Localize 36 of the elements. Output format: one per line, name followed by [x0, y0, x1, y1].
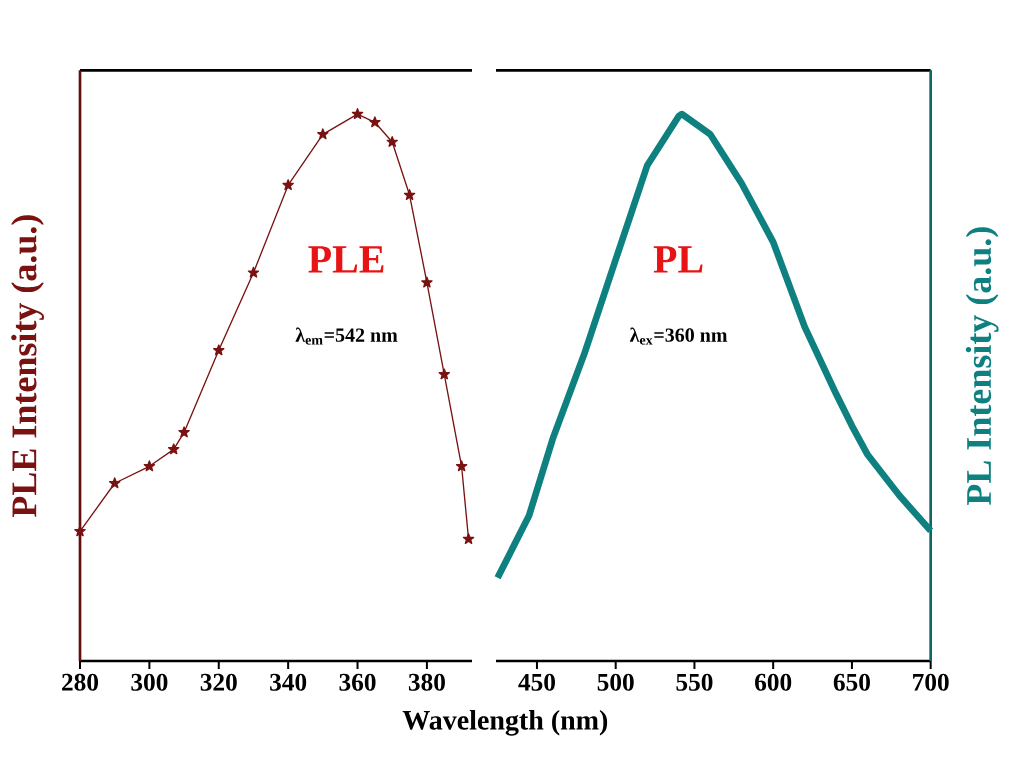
- point: [369, 116, 381, 128]
- point: [462, 533, 475, 545]
- point: [403, 189, 416, 201]
- x-tick-label: 600: [755, 673, 792, 691]
- point: [386, 135, 398, 147]
- x-tick-label: 360: [339, 673, 376, 691]
- annotation: PLE: [308, 246, 384, 273]
- point: [438, 368, 450, 380]
- x-tick-label: 700: [913, 673, 949, 691]
- annotation: λ$_{em}$=542 nm: [295, 327, 398, 345]
- y-axis-title: PL Intensity (a.u.): [965, 227, 999, 506]
- point: [455, 460, 468, 472]
- x-tick-label: 320: [200, 673, 237, 691]
- x-tick-label: 550: [676, 673, 713, 691]
- point: [108, 477, 121, 489]
- point: [421, 276, 433, 288]
- y-axis-title: PLE Intensity (a.u.): [11, 215, 44, 518]
- point: [317, 128, 329, 140]
- annotation: λ$_{ex}$=360 nm: [629, 327, 728, 345]
- annotation: PL: [653, 246, 703, 273]
- x-tick-label: 380: [408, 673, 445, 691]
- point: [247, 266, 260, 278]
- point: [351, 108, 364, 120]
- point: [282, 179, 294, 191]
- x-tick-label: 300: [131, 673, 168, 691]
- x-axis-title: Wavelength (nm): [402, 710, 608, 736]
- point: [143, 460, 156, 472]
- x-tick-label: 500: [597, 673, 634, 691]
- x-tick-label: 340: [270, 673, 307, 691]
- point: [213, 344, 225, 356]
- x-tick-label: 280: [62, 673, 99, 691]
- x-tick-label: 450: [518, 673, 555, 691]
- x-tick-label: 650: [833, 673, 870, 691]
- point: [167, 443, 180, 455]
- point: [178, 426, 190, 438]
- point: [74, 525, 86, 537]
